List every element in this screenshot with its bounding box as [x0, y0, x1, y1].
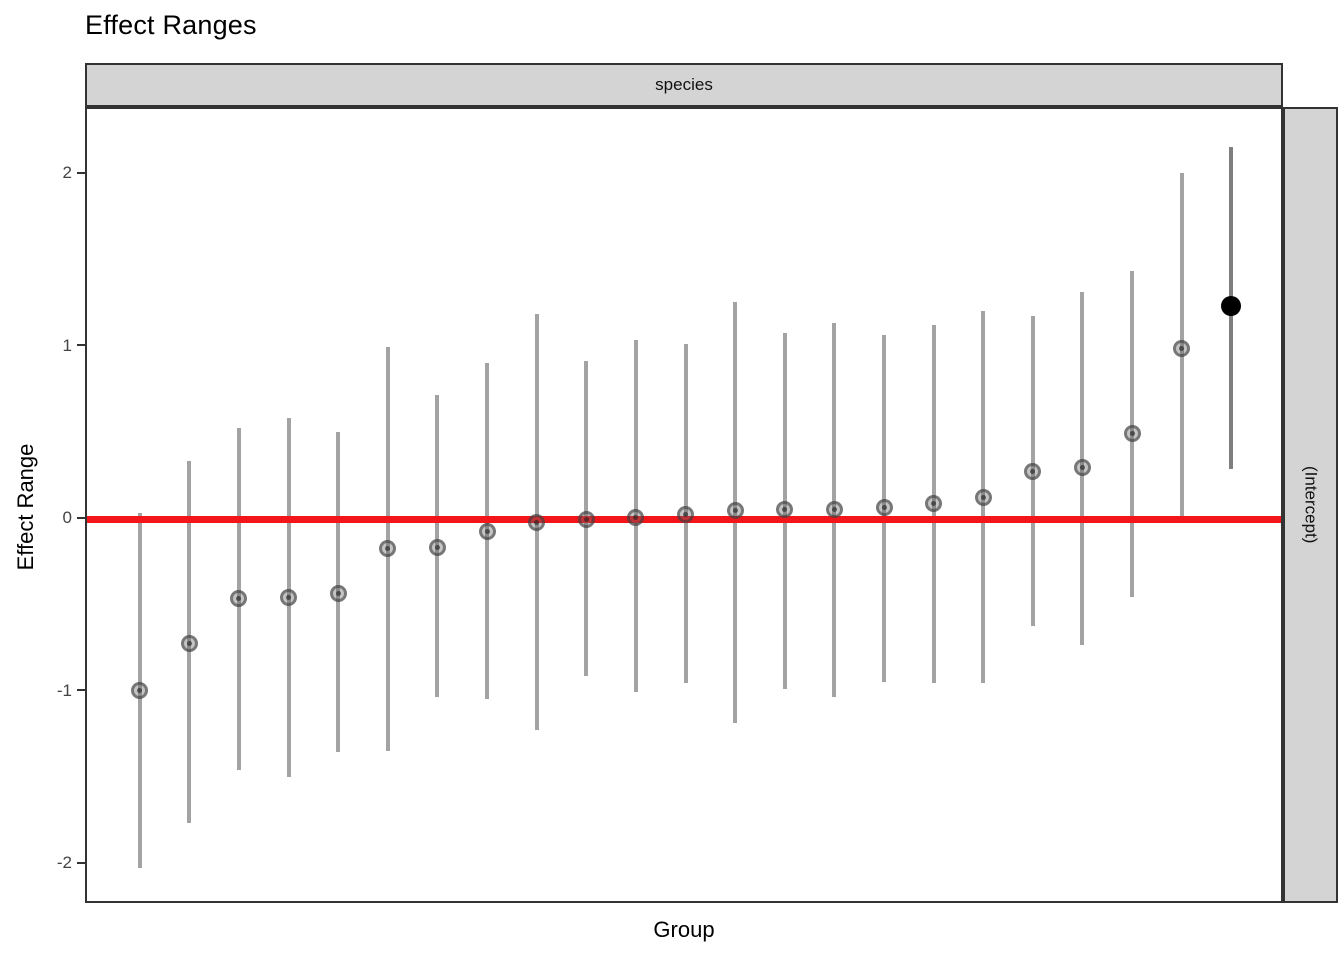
- group-effect-point: [280, 588, 298, 606]
- y-tick-mark: [77, 861, 85, 864]
- intercept-point: [1221, 295, 1242, 316]
- y-tick-label: 2: [62, 163, 72, 182]
- y-axis-title: Effect Range: [13, 443, 38, 571]
- group-effect-point: [528, 514, 546, 532]
- y-tick-label: 0: [62, 508, 72, 527]
- group-effect-point-core: [683, 511, 689, 517]
- group-effect-point: [478, 523, 496, 541]
- group-effect-point: [329, 585, 347, 603]
- group-effect-point-core: [1030, 468, 1036, 474]
- group-effect-point-core: [1079, 465, 1085, 471]
- group-effect-point-core: [286, 594, 292, 600]
- plot-title: Effect Ranges: [85, 10, 257, 40]
- y-tick-mark: [77, 344, 85, 346]
- y-tick-label: -2: [56, 853, 72, 872]
- facet-strip-top: species: [85, 63, 1283, 107]
- group-effect-point-core: [782, 506, 788, 512]
- group-effect-point-core: [831, 506, 837, 512]
- group-effect-point: [925, 495, 943, 513]
- group-effect-point-core: [633, 515, 639, 521]
- y-tick-mark: [77, 171, 85, 174]
- group-effect-point: [1073, 459, 1091, 477]
- group-effect-point-core: [881, 504, 887, 510]
- facet-strip-right: (Intercept): [1283, 107, 1338, 903]
- group-effect-point: [1024, 462, 1042, 480]
- group-effect-point-core: [434, 544, 440, 550]
- group-effect-point: [1123, 424, 1141, 442]
- plot-panel: [85, 107, 1283, 903]
- group-effect-point-core: [335, 591, 341, 597]
- group-effect-point: [1173, 340, 1191, 358]
- y-tick-label: -1: [56, 680, 72, 700]
- y-tick-mark: [77, 689, 85, 691]
- group-effect-point: [726, 502, 744, 520]
- x-axis-title: Group: [653, 917, 715, 942]
- y-tick-label: 1: [62, 335, 72, 355]
- group-effect-point: [131, 681, 149, 699]
- group-effect-point: [428, 538, 446, 556]
- group-effect-point-core: [732, 508, 738, 514]
- group-effect-point-core: [236, 596, 242, 602]
- facet-strip-top-label: species: [655, 75, 713, 94]
- group-effect-point-core: [534, 520, 540, 526]
- group-effect-point: [230, 590, 248, 608]
- group-effect-point-core: [186, 641, 192, 647]
- group-effect-point-core: [385, 546, 391, 552]
- group-effect-point: [825, 500, 843, 518]
- group-effect-point-core: [583, 517, 589, 522]
- group-effect-point: [677, 505, 695, 523]
- group-effect-point: [776, 500, 794, 518]
- group-effect-point: [627, 509, 645, 527]
- group-effect-point: [577, 511, 595, 528]
- group-effect-point: [379, 540, 397, 558]
- y-tick-mark: [77, 516, 85, 519]
- group-effect-point-core: [1129, 430, 1135, 436]
- group-effect-point-core: [137, 687, 143, 693]
- group-effect-point-core: [1179, 346, 1185, 352]
- group-effect-point: [875, 498, 893, 516]
- group-effect-point: [974, 488, 992, 506]
- facet-strip-right-label: (Intercept): [1301, 466, 1321, 544]
- group-effect-point-core: [931, 501, 937, 507]
- group-effect-point-core: [484, 529, 490, 535]
- group-effect-point: [180, 635, 198, 653]
- group-effect-point-core: [980, 494, 986, 500]
